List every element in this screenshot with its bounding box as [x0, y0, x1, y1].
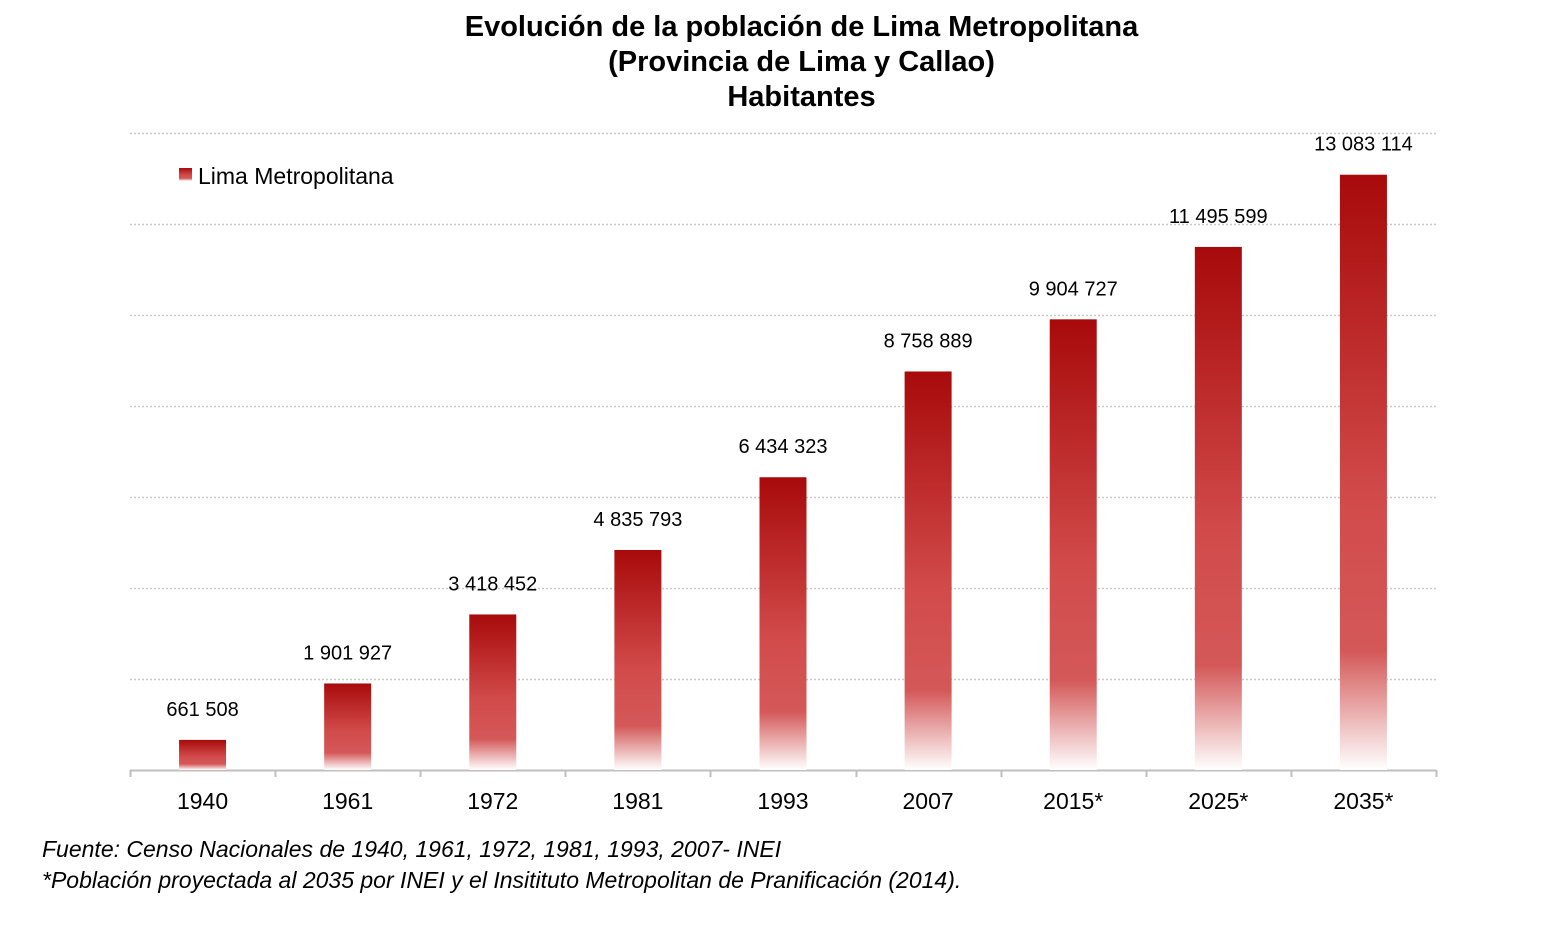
x-tick-label: 2035* [1333, 788, 1393, 814]
bar [469, 614, 517, 770]
data-label: 661 508 [166, 699, 238, 721]
bar [1194, 246, 1242, 770]
bar [1339, 174, 1387, 770]
x-tick-label: 2007 [903, 788, 954, 814]
chart-unit-label: Habitantes [727, 81, 876, 113]
x-tick-label: 1940 [177, 788, 228, 814]
x-tick-label: 2015* [1043, 788, 1103, 814]
data-label: 6 434 323 [739, 436, 828, 458]
source-line-2: *Población proyectada al 2035 por INEI y… [42, 867, 962, 893]
x-axis [129, 769, 1438, 777]
data-label: 11 495 599 [1169, 206, 1268, 228]
legend: Lima Metropolitana [179, 163, 394, 189]
x-tick-label: 1981 [612, 788, 663, 814]
data-labels: 661 508 1 901 927 3 418 452 4 835 793 6 434 … [166, 134, 1412, 721]
x-tick-label: 2025* [1188, 788, 1248, 814]
legend-swatch [179, 168, 192, 181]
source-line-1: Fuente: Censo Nacionales de 1940, 1961, … [42, 836, 782, 862]
chart-title: Evolución de la población de Lima Metrop… [464, 11, 1139, 43]
bar [1049, 319, 1097, 770]
legend-label: Lima Metropolitana [198, 163, 394, 189]
bars [179, 174, 1387, 770]
chart-subtitle: (Provincia de Lima y Callao) [608, 46, 995, 78]
x-tick-label: 1961 [322, 788, 373, 814]
data-label: 8 758 889 [884, 330, 973, 352]
data-label: 3 418 452 [448, 573, 537, 595]
x-tick-label: 1993 [757, 788, 808, 814]
data-label: 9 904 727 [1029, 278, 1118, 300]
source-note: Fuente: Censo Nacionales de 1940, 1961, … [42, 834, 961, 896]
bar [904, 371, 952, 770]
bar [614, 549, 662, 770]
x-tick-label: 1972 [467, 788, 518, 814]
data-label: 13 083 114 [1314, 134, 1413, 156]
data-label: 1 901 927 [303, 642, 392, 664]
bar [324, 683, 372, 770]
data-label: 4 835 793 [593, 509, 682, 531]
bar [759, 477, 807, 770]
chart-title-block: Evolución de la población de Lima Metrop… [0, 10, 1568, 115]
bar [179, 739, 227, 770]
x-tick-labels: 1940 1961 1972 1981 1993 2007 2015* 2025* 2035* [177, 788, 1394, 814]
